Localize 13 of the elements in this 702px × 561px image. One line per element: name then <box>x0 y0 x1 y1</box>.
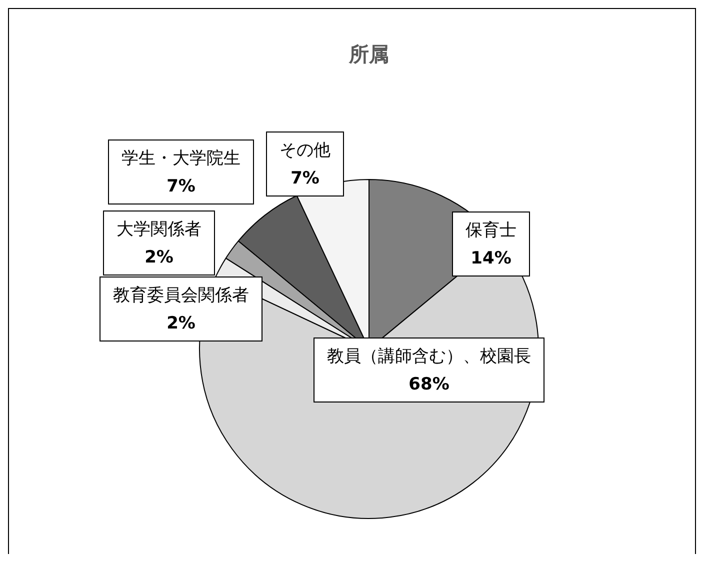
data-label: 68% <box>408 374 450 394</box>
slice-label: 大学関係者 <box>116 219 202 240</box>
slice-label: 教員（講師含む）、校園長 <box>327 346 531 366</box>
data-label: 2% <box>144 247 174 268</box>
slice-label: 学生・大学院生 <box>122 148 240 168</box>
slice-label: 保育士 <box>466 220 516 240</box>
slice-label: 教育委員会関係者 <box>113 285 249 306</box>
slice-label: その他 <box>280 140 330 160</box>
chart-title: 所属 <box>348 42 389 66</box>
data-label: 7% <box>290 168 320 188</box>
data-label: 2% <box>166 313 196 334</box>
data-label: 7% <box>166 176 196 196</box>
data-label: 14% <box>470 248 512 268</box>
